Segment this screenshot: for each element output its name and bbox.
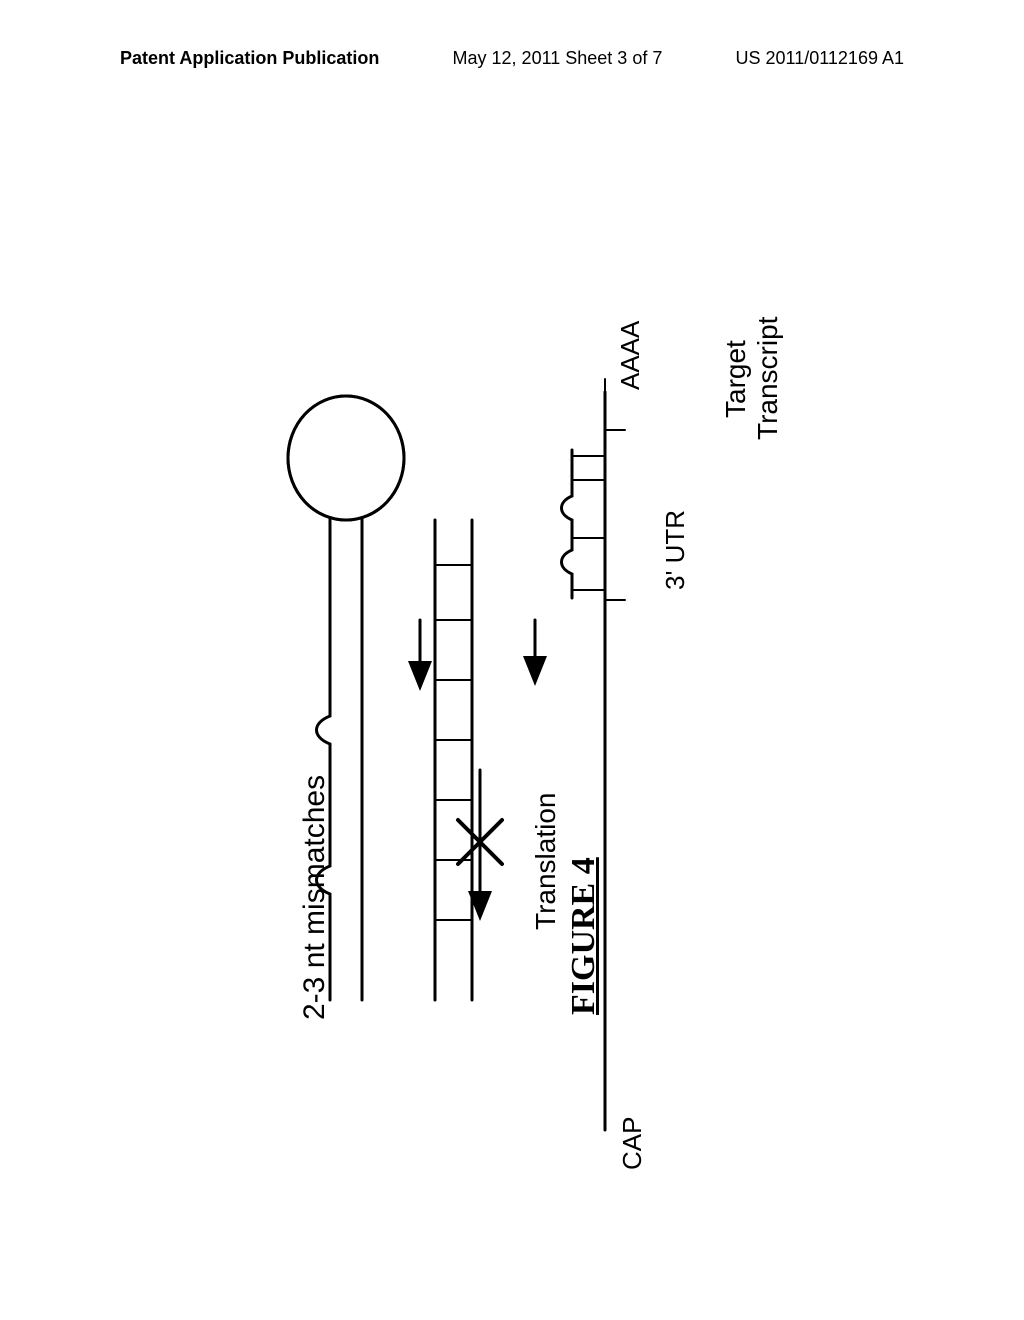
header-right: US 2011/0112169 A1 <box>736 48 904 69</box>
label-aaaa: AAAA <box>615 321 646 390</box>
label-translation: Translation <box>530 793 562 930</box>
figure-caption: FIGURE 4 <box>565 857 603 1015</box>
label-target-line1: Target <box>720 340 752 418</box>
diagram-canvas <box>0 120 1024 1220</box>
page-header: Patent Application Publication May 12, 2… <box>0 48 1024 69</box>
header-left: Patent Application Publication <box>120 48 379 69</box>
label-target-line2: Transcript <box>752 317 784 440</box>
label-utr: 3' UTR <box>660 510 691 590</box>
header-center: May 12, 2011 Sheet 3 of 7 <box>453 48 663 69</box>
label-cap: CAP <box>617 1117 648 1170</box>
label-mismatches: 2-3 nt mismatches <box>298 775 332 1020</box>
